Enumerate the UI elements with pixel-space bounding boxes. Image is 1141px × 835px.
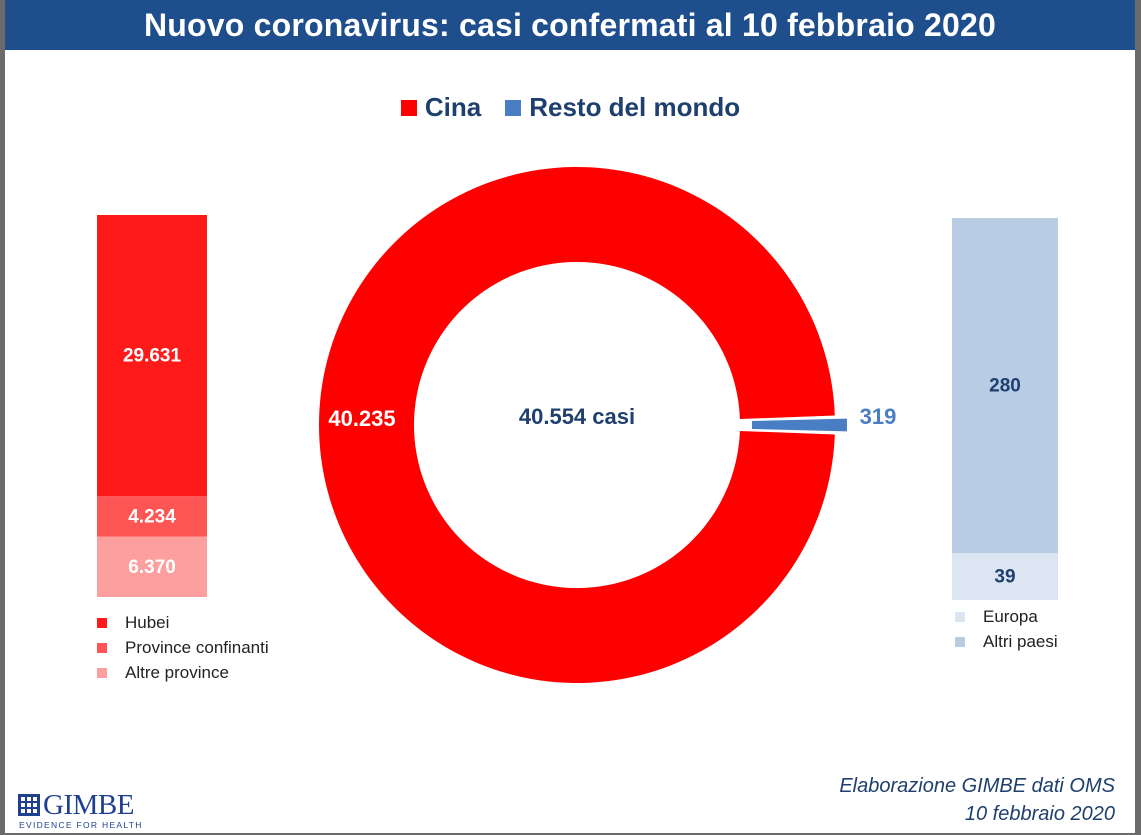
- gimbe-logo: GIMBE EVIDENCE FOR HEALTH: [18, 791, 143, 830]
- legend-item-province-confinanti: Province confinanti: [97, 635, 269, 660]
- legend-swatch-altre-province: [97, 667, 107, 678]
- legend-label-europa: Europa: [983, 606, 1038, 626]
- china-bar-label-hubei: 29.631: [123, 346, 182, 367]
- legend-item-resto: Resto del mondo: [505, 92, 740, 123]
- china-bar-label-province-confinanti: 4.234: [128, 506, 176, 527]
- donut-center-total: 40.554 casi: [519, 404, 635, 429]
- world-bar-label-altri-paesi: 280: [989, 376, 1021, 397]
- china-bar-label-altre-province: 6.370: [128, 557, 176, 578]
- logo-tagline: EVIDENCE FOR HEALTH: [19, 820, 143, 830]
- legend-label-resto: Resto del mondo: [529, 92, 741, 122]
- donut-label-cina: 40.235: [328, 406, 395, 431]
- china-legend: Hubei Province confinanti Altre province: [97, 610, 269, 685]
- donut-slice-cina: [319, 167, 835, 684]
- credit-line-1: Elaborazione GIMBE dati OMS: [839, 775, 1115, 797]
- legend-swatch-altri-paesi: [955, 636, 965, 647]
- world-legend: Europa Altri paesi: [955, 604, 1058, 654]
- world-bar-label-europa: 39: [994, 567, 1015, 588]
- legend-swatch-province-confinanti: [97, 642, 107, 653]
- legend-item-europa: Europa: [955, 604, 1058, 629]
- legend-swatch-resto: [505, 99, 522, 116]
- legend-label-altri-paesi: Altri paesi: [983, 631, 1058, 651]
- legend-label-cina: Cina: [424, 92, 482, 122]
- page-title: Nuovo coronavirus: casi confermati al 10…: [5, 0, 1135, 50]
- world-bar-segment-altri-paesi: [952, 218, 1058, 554]
- legend-swatch-cina: [400, 99, 417, 116]
- world-bar-segment-europa: [952, 553, 1058, 600]
- donut-label-resto-del-mondo: 319: [860, 404, 897, 429]
- logo-wordmark: GIMBE: [43, 789, 134, 821]
- legend-swatch-hubei: [97, 617, 107, 628]
- legend-label-province-confinanti: Province confinanti: [125, 637, 269, 657]
- gimbe-grid-icon: [18, 794, 40, 816]
- donut-legend: Cina Resto del mondo: [0, 92, 1141, 123]
- page-title-text: Nuovo coronavirus: casi confermati al 10…: [144, 6, 996, 43]
- legend-item-altri-paesi: Altri paesi: [955, 629, 1058, 654]
- legend-item-hubei: Hubei: [97, 610, 269, 635]
- source-credit: Elaborazione GIMBE dati OMS 10 febbraio …: [839, 772, 1115, 828]
- legend-swatch-europa: [955, 611, 965, 622]
- donut-slice-resto-del-mondo: [751, 418, 847, 432]
- legend-label-hubei: Hubei: [125, 612, 170, 632]
- legend-label-altre-province: Altre province: [125, 662, 229, 682]
- china-bar-segment-province-confinanti: [97, 496, 207, 537]
- china-bar-segment-hubei: [97, 215, 207, 497]
- credit-line-2: 10 febbraio 2020: [964, 803, 1115, 825]
- china-bar-segment-altre-province: [97, 536, 207, 597]
- legend-item-cina: Cina: [400, 92, 482, 123]
- legend-item-altre-province: Altre province: [97, 660, 269, 685]
